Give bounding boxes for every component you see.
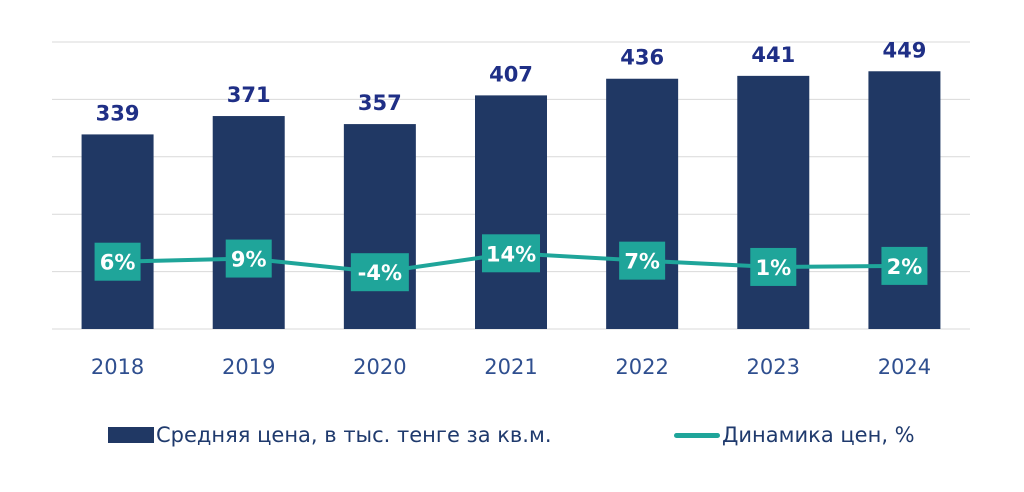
line-value-label: 14% xyxy=(486,242,536,266)
line-label-box xyxy=(619,241,666,280)
legend: Средняя цена, в тыс. тенге за кв.м. Дина… xyxy=(0,420,1024,450)
x-tick-label: 2023 xyxy=(747,355,800,379)
bar xyxy=(343,124,416,329)
legend-bar-swatch xyxy=(108,427,154,443)
line-label-box xyxy=(350,253,409,292)
bar xyxy=(81,134,154,329)
legend-line-swatch xyxy=(674,432,720,438)
x-tick-label: 2024 xyxy=(878,355,931,379)
line-value-label: 1% xyxy=(755,256,791,280)
bar-value-label: 339 xyxy=(96,101,140,125)
x-tick-label: 2020 xyxy=(353,355,406,379)
legend-item-line: Динамика цен, % xyxy=(674,420,915,450)
bar-value-label: 357 xyxy=(358,91,402,115)
combo-chart: 339 371 357 407 436 441 449 6% 9% -4% 14% 7% 1% 2% 2… xyxy=(52,38,970,379)
bar-series xyxy=(81,71,941,330)
bar-value-label: 371 xyxy=(227,83,271,107)
bar-value-labels: 339 371 357 407 436 441 449 xyxy=(96,38,927,125)
x-axis-ticks: 2018 2019 2020 2021 2022 2023 2024 xyxy=(91,355,931,379)
line-value-label: 6% xyxy=(100,251,136,275)
bar-value-label: 449 xyxy=(883,38,927,62)
line-value-label: 2% xyxy=(887,255,923,279)
bar xyxy=(475,95,547,329)
x-tick-label: 2018 xyxy=(91,355,144,379)
line-label-box xyxy=(881,246,928,285)
bar-value-label: 441 xyxy=(751,43,795,67)
bar xyxy=(212,116,285,330)
line-label-box xyxy=(750,247,797,286)
line-value-label: 9% xyxy=(231,248,267,272)
line-value-labels: 6% 9% -4% 14% 7% 1% 2% xyxy=(94,234,928,292)
bar-value-label: 407 xyxy=(489,62,533,86)
line-label-box xyxy=(94,242,141,281)
legend-item-bar: Средняя цена, в тыс. тенге за кв.м. xyxy=(108,420,552,450)
x-tick-label: 2022 xyxy=(615,355,668,379)
line-value-label: -4% xyxy=(358,261,402,285)
legend-bar-label: Средняя цена, в тыс. тенге за кв.м. xyxy=(156,423,552,447)
x-tick-label: 2019 xyxy=(222,355,275,379)
bar xyxy=(606,78,679,330)
line-value-label: 7% xyxy=(624,250,660,274)
bar xyxy=(737,75,810,329)
bar-value-label: 436 xyxy=(620,46,664,70)
legend-line-label: Динамика цен, % xyxy=(722,423,915,447)
line-label-box xyxy=(482,234,540,273)
bar xyxy=(868,71,941,330)
line-label-box xyxy=(225,239,272,278)
x-tick-label: 2021 xyxy=(484,355,537,379)
